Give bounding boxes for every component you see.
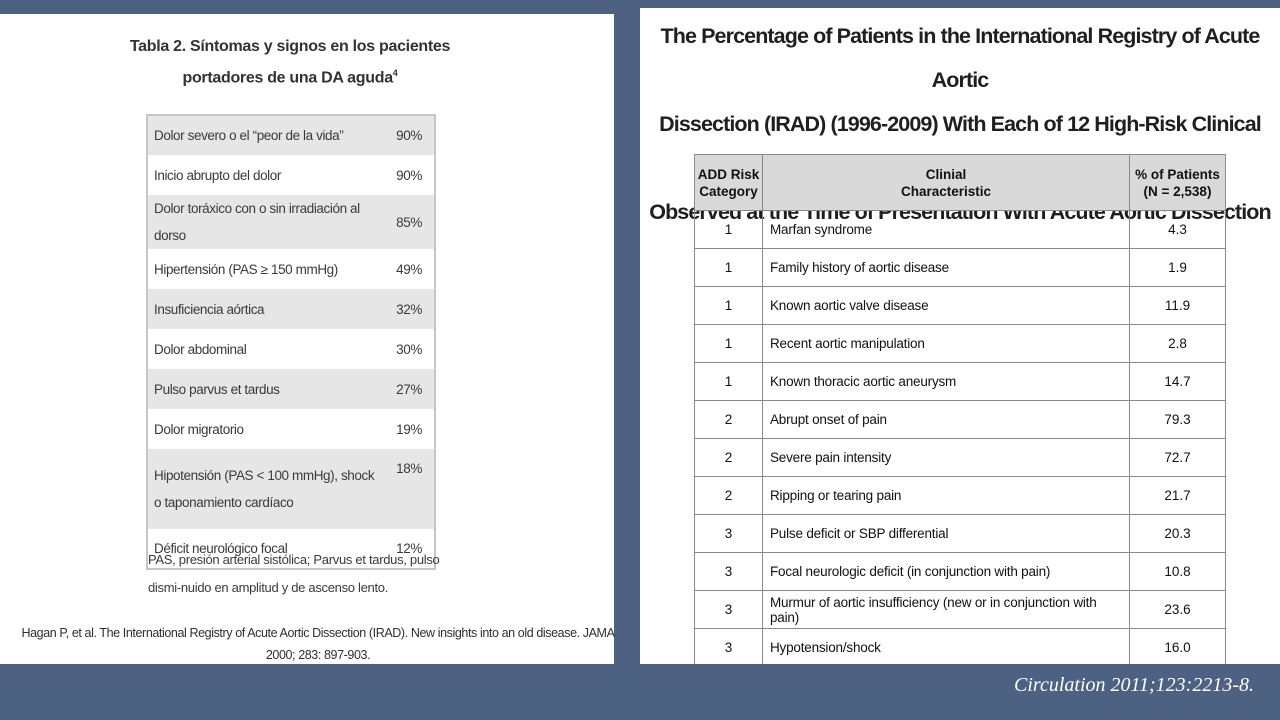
risk-category-cell: 3 [694,514,763,553]
table-row: 3 Murmur of aortic insufficiency (new or… [694,590,1226,629]
characteristic-cell: Abrupt onset of pain [762,400,1130,439]
symptom-percent: 32% [390,289,435,329]
percent-cell: 2.8 [1129,324,1226,363]
characteristic-cell: Known thoracic aortic aneurysm [762,362,1130,401]
table-row: Dolor severo o el “peor de la vida” 90% [147,115,435,155]
symptom-label: Déficit neurológico focal [154,541,288,556]
table-row: Pulso parvus et tardus 27% [147,369,435,409]
percent-cell: 23.6 [1129,590,1226,629]
percent-cell: 14.7 [1129,362,1226,401]
percent-cell: 21.7 [1129,476,1226,515]
characteristic-cell: Pulse deficit or SBP differential [762,514,1130,553]
percent-cell: 79.3 [1129,400,1226,439]
symptom-percent: 49% [396,261,422,277]
table-row: Dolor abdominal 30% [147,329,435,369]
characteristic-cell: Known aortic valve disease [762,286,1130,325]
symptom-percent: 18% [390,449,435,529]
percent-cell: 1.9 [1129,248,1226,287]
symptom-label: Pulso parvus et tardus [147,369,391,409]
characteristic-cell: Focal neurologic deficit (in conjunction… [762,552,1130,591]
table-row: 3 Hypotension/shock 16.0 [694,628,1226,664]
left-figure-panel: Tabla 2. Síntomas y signos en los pacien… [0,14,615,664]
table-row: Dolor toráxico con o sin irradiación al … [147,195,435,249]
symptom-label: Insuficiencia aórtica [147,289,391,329]
symptom-label: Hipotensión (PAS < 100 mmHg), shock o ta… [147,449,391,529]
table-row: Insuficiencia aórtica 32% [147,289,435,329]
percent-cell: 72.7 [1129,438,1226,477]
characteristic-cell: Marfan syndrome [762,210,1130,249]
symptom-label: Dolor abdominal [154,341,247,357]
symptom-label: Hipertensión (PAS ≥ 150 mmHg) [154,261,338,277]
symptom-percent: 12% [396,541,422,556]
table-row: 2 Ripping or tearing pain 21.7 [694,476,1226,515]
table-row: 2 Abrupt onset of pain 79.3 [694,400,1226,439]
characteristic-cell: Recent aortic manipulation [762,324,1130,363]
risk-category-cell: 3 [694,590,763,629]
characteristic-cell: Murmur of aortic insufficiency (new or i… [762,590,1130,629]
symptom-label: Dolor toráxico con o sin irradiación al … [147,195,391,249]
table-row: Inicio abrupto del dolor 90% [147,155,435,195]
characteristic-cell: Severe pain intensity [762,438,1130,477]
table-row: 3 Pulse deficit or SBP differential 20.3 [694,514,1226,553]
reference-text: Hagan P, et al. The International Regist… [21,626,615,662]
symptom-label: Dolor severo o el “peor de la vida” [147,115,391,155]
table-row: 1 Marfan syndrome 4.3 [694,210,1226,249]
symptom-percent: 90% [396,167,422,183]
symptoms-table: Dolor severo o el “peor de la vida” 90% … [146,114,436,570]
table-row: Déficit neurológico focal 12% [147,529,435,569]
table-row: 1 Recent aortic manipulation 2.8 [694,324,1226,363]
left-table-title: Tabla 2. Síntomas y signos en los pacien… [0,34,580,91]
left-title-superscript: 4 [392,68,398,78]
characteristic-cell: Ripping or tearing pain [762,476,1130,515]
risk-category-cell: 3 [694,628,763,664]
right-title-line1: The Percentage of Patients in the Intern… [660,24,1261,92]
table-row: Dolor migratorio 19% [147,409,435,449]
table-footnote: PAS, presión arterial sistólica; Parvus … [148,552,440,595]
irad-markers-table: ADD Risk Category Clinial Characteristic… [694,154,1226,664]
risk-category-cell: 1 [694,210,763,249]
table-header-row: ADD Risk Category Clinial Characteristic… [694,154,1226,211]
risk-category-cell: 2 [694,438,763,477]
symptom-percent: 19% [396,421,422,437]
risk-category-cell: 1 [694,286,763,325]
percent-cell: 20.3 [1129,514,1226,553]
table-row: 1 Family history of aortic disease 1.9 [694,248,1226,287]
symptom-percent: 85% [390,195,435,249]
characteristic-cell: Hypotension/shock [762,628,1130,664]
left-title-line1: Tabla 2. Síntomas y signos en los pacien… [129,38,451,55]
table-row: Hipotensión (PAS < 100 mmHg), shock o ta… [147,449,435,529]
header-characteristic: Clinial Characteristic [762,154,1130,211]
symptom-label: Inicio abrupto del dolor [154,167,281,183]
journal-citation: Circulation 2011;123:2213-8. [1014,674,1254,696]
percent-cell: 10.8 [1129,552,1226,591]
risk-category-cell: 1 [694,362,763,401]
header-risk-category: ADD Risk Category [694,154,763,211]
symptom-percent: 30% [396,341,422,357]
symptom-percent: 90% [390,115,435,155]
symptom-label: Dolor migratorio [154,421,244,437]
percent-cell: 4.3 [1129,210,1226,249]
percent-cell: 11.9 [1129,286,1226,325]
characteristic-cell: Family history of aortic disease [762,248,1130,287]
risk-category-cell: 2 [694,400,763,439]
table-row: 2 Severe pain intensity 72.7 [694,438,1226,477]
percent-cell: 16.0 [1129,628,1226,664]
right-figure-panel: The Percentage of Patients in the Intern… [640,8,1280,664]
header-percent-patients: % of Patients (N = 2,538) [1129,154,1226,211]
table-row: 1 Known thoracic aortic aneurysm 14.7 [694,362,1226,401]
left-title-line2: portadores de una DA aguda4 [182,68,398,87]
table-row: 3 Focal neurologic deficit (in conjuncti… [694,552,1226,591]
risk-category-cell: 3 [694,552,763,591]
risk-category-cell: 2 [694,476,763,515]
symptom-percent: 27% [390,369,435,409]
table-row: 1 Known aortic valve disease 11.9 [694,286,1226,325]
table-row: Hipertensión (PAS ≥ 150 mmHg) 49% [147,249,435,289]
risk-category-cell: 1 [694,248,763,287]
risk-category-cell: 1 [694,324,763,363]
